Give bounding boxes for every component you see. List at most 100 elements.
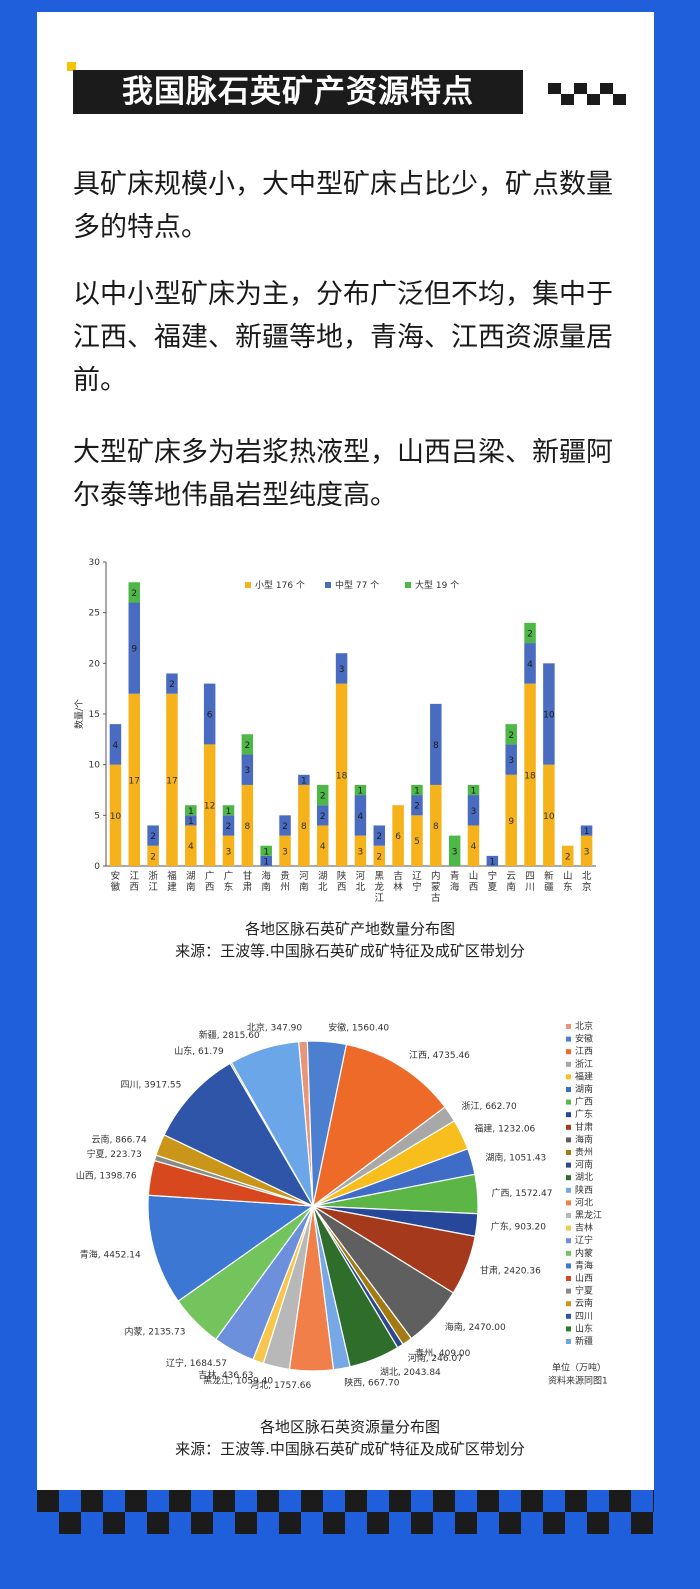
bar-segment (411, 815, 423, 866)
checker-cell (323, 1490, 345, 1512)
pie-slice-label: 云南, 866.74 (92, 1134, 147, 1146)
checker-cell (147, 1490, 169, 1512)
bar-segment (373, 825, 386, 846)
bar-value-label: 2 (527, 629, 533, 639)
checker-cell (521, 1490, 543, 1512)
x-tick-label: 福 (167, 870, 177, 882)
pie-slice-label: 四川, 3917.55 (120, 1081, 181, 1091)
legend-entry: 陕西 (575, 1184, 593, 1196)
bar-segment (354, 835, 367, 866)
bar-value-label: 4 (358, 812, 364, 822)
x-tick-label: 湖 (318, 871, 328, 882)
checker-cell (213, 1490, 235, 1512)
x-tick-label: 西 (337, 882, 347, 893)
checker-cell (411, 1490, 433, 1512)
legend-entry: 北京 (575, 1020, 593, 1032)
legend-entry: 山西 (575, 1273, 593, 1284)
x-tick-label: 林 (393, 881, 403, 893)
bar-segment (166, 693, 178, 866)
bar-segment (354, 784, 367, 796)
bar-segment (505, 724, 517, 745)
legend-swatch (405, 582, 411, 588)
checker-cell (521, 1512, 543, 1534)
bar-value-label: 10 (543, 711, 555, 721)
x-tick-label: 徽 (111, 881, 121, 893)
bar-segment (430, 703, 442, 785)
pie-slice-label: 浙江, 662.70 (461, 1100, 516, 1112)
checker-cell (103, 1490, 125, 1512)
x-tick-label: 黑 (375, 871, 385, 882)
bar-value-label: 3 (508, 756, 514, 766)
x-tick-label: 宁 (488, 870, 498, 882)
bar-segment (561, 845, 574, 866)
x-tick-label: 宁 (412, 881, 422, 893)
bar-value-label: 3 (358, 847, 364, 857)
legend-swatch (566, 1099, 571, 1105)
checker-cell (477, 1512, 499, 1534)
legend-swatch (245, 582, 251, 588)
legend-swatch (566, 1124, 571, 1130)
x-tick-label: 新 (544, 870, 554, 882)
bar-segment (260, 845, 272, 856)
legend-swatch (566, 1250, 571, 1256)
checker-cell (565, 1490, 587, 1512)
y-tick-label: 30 (89, 558, 101, 568)
x-tick-label: 江 (375, 893, 385, 904)
pie-chart: 北京, 347.90 安徽, 1560.40 江西, 4735.46 浙江, 662.… (76, 1020, 608, 1391)
bar-value-label: 4 (320, 842, 326, 852)
legend-swatch (566, 1263, 571, 1269)
pie-slice-label: 陕西, 667.70 (344, 1376, 399, 1388)
legend-swatch (566, 1200, 571, 1206)
legend-swatch (566, 1150, 571, 1155)
legend-swatch (566, 1288, 571, 1294)
bar-segment (467, 825, 480, 866)
x-tick-label: 古 (431, 892, 441, 904)
x-tick-label: 四 (525, 871, 535, 882)
checker-cell (323, 1512, 345, 1534)
pie-slice-label: 福建, 1232.06 (474, 1122, 535, 1134)
pie-slice (230, 1040, 314, 1207)
legend-entry: 辽宁 (575, 1234, 593, 1246)
checker-cell (301, 1512, 323, 1534)
checker-cell (37, 1512, 59, 1534)
bar-value-label: 10 (110, 812, 122, 822)
bar-value-label: 2 (376, 852, 382, 862)
bar-value-label: 3 (584, 847, 590, 857)
intro-paragraph-2: 以中小型矿床为主，分布广泛但不均，集中于江西、福建、新疆等地，青海、江西资源量居… (73, 279, 613, 396)
checker-cell (499, 1490, 521, 1512)
bar-value-label: 3 (339, 665, 345, 675)
legend-swatch (566, 1187, 571, 1193)
bar-segment (203, 744, 216, 866)
x-tick-label: 夏 (488, 882, 498, 893)
bar-value-label: 3 (471, 807, 477, 817)
pie-slice-label: 北京, 347.90 (247, 1021, 302, 1033)
bar-segment (298, 774, 310, 785)
intro-paragraph-1: 具矿床规模小，大中型矿床占比少，矿点数量多的特点。 (73, 169, 613, 243)
bar-value-label: 1 (301, 776, 307, 786)
legend-swatch (566, 1339, 571, 1344)
pie-slice-label: 青海, 4452.14 (80, 1249, 141, 1261)
pie-slice-label: 辽宁, 1684.57 (166, 1357, 227, 1369)
checker-cell (653, 1512, 654, 1534)
bar-segment (505, 774, 517, 866)
x-tick-label: 州 (280, 882, 290, 893)
x-tick-label: 广 (224, 870, 234, 882)
pie-slice-label: 广西, 1572.47 (492, 1187, 553, 1199)
checker-cell (257, 1490, 279, 1512)
x-tick-label: 山 (563, 871, 573, 882)
x-tick-label: 南 (299, 881, 309, 893)
x-tick-label: 陕 (337, 870, 347, 882)
legend-entry: 内蒙 (575, 1247, 593, 1259)
intro-paragraph-3: 大型矿床多为岩浆热液型，山西吕梁、新疆阿尔泰等地伟晶岩型纯度高。 (73, 437, 613, 511)
checker-cell (81, 1490, 103, 1512)
legend-entry: 中型 77 个 (335, 579, 379, 591)
x-tick-label: 疆 (544, 882, 554, 893)
x-tick-label: 东 (224, 881, 234, 893)
bar-value-label: 6 (395, 832, 401, 842)
bar-segment (185, 825, 197, 866)
y-tick-label: 20 (89, 659, 101, 669)
bar-value-label: 2 (414, 802, 420, 812)
bar-value-label: 1 (471, 787, 477, 797)
bar-value-label: 8 (301, 822, 307, 832)
bar-segment (298, 784, 310, 866)
